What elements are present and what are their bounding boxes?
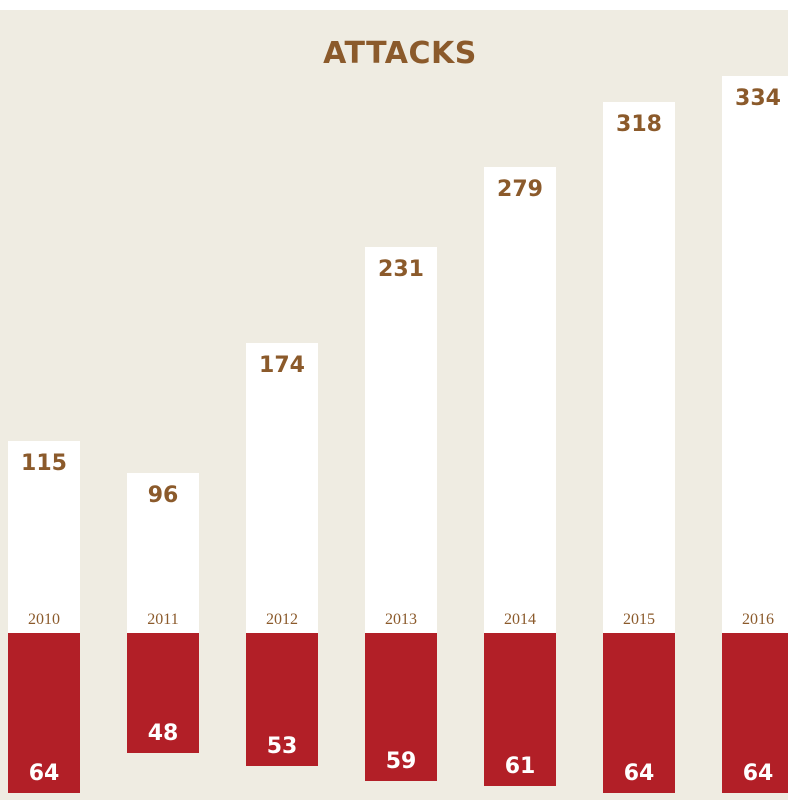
data-label-lower-2012: 53 [266, 733, 298, 759]
bar-attacks-2014 [484, 167, 556, 633]
data-label-lower-2015: 64 [623, 761, 655, 786]
bar-lower-2015 [603, 633, 675, 793]
tick-label-year-2010: 2010 [28, 611, 60, 628]
data-label-attacks-2015: 318 [616, 112, 662, 138]
bar-lower-2011 [127, 633, 199, 753]
data-label-attacks-2013: 231 [378, 257, 424, 283]
tick-label-year-2016: 2016 [742, 611, 774, 628]
data-label-attacks-2014: 279 [497, 177, 543, 203]
bar-attacks-2013 [365, 247, 437, 633]
data-label-attacks-2016: 334 [735, 85, 781, 111]
bar-attacks-2010 [8, 441, 80, 633]
data-label-lower-2016: 64 [742, 761, 774, 786]
bar-attacks-2012 [246, 342, 318, 633]
tick-label-year-2013: 2013 [385, 611, 417, 628]
tick-label-year-2014: 2014 [504, 611, 536, 628]
data-label-lower-2010: 64 [28, 761, 60, 786]
bar-lower-2010 [8, 633, 80, 793]
chart-title: ATTACKS [323, 36, 477, 71]
bar-attacks-2015 [603, 102, 675, 633]
bar-lower-2012 [246, 633, 318, 766]
bar-attacks-2016 [722, 75, 788, 633]
data-label-attacks-2012: 174 [259, 352, 305, 378]
bar-attacks-2011 [127, 472, 199, 633]
tick-label-year-2015: 2015 [623, 611, 655, 628]
data-label-lower-2011: 48 [147, 721, 179, 746]
data-label-lower-2014: 61 [504, 753, 536, 779]
tick-label-year-2011: 2011 [147, 611, 179, 628]
tick-label-year-2012: 2012 [266, 611, 298, 628]
data-label-attacks-2011: 96 [147, 482, 179, 508]
bar-lower-2014 [484, 633, 556, 786]
data-label-lower-2013: 59 [385, 748, 417, 774]
bar-lower-2016 [722, 633, 788, 793]
data-label-attacks-2010: 115 [21, 451, 67, 477]
bar-lower-2013 [365, 633, 437, 781]
